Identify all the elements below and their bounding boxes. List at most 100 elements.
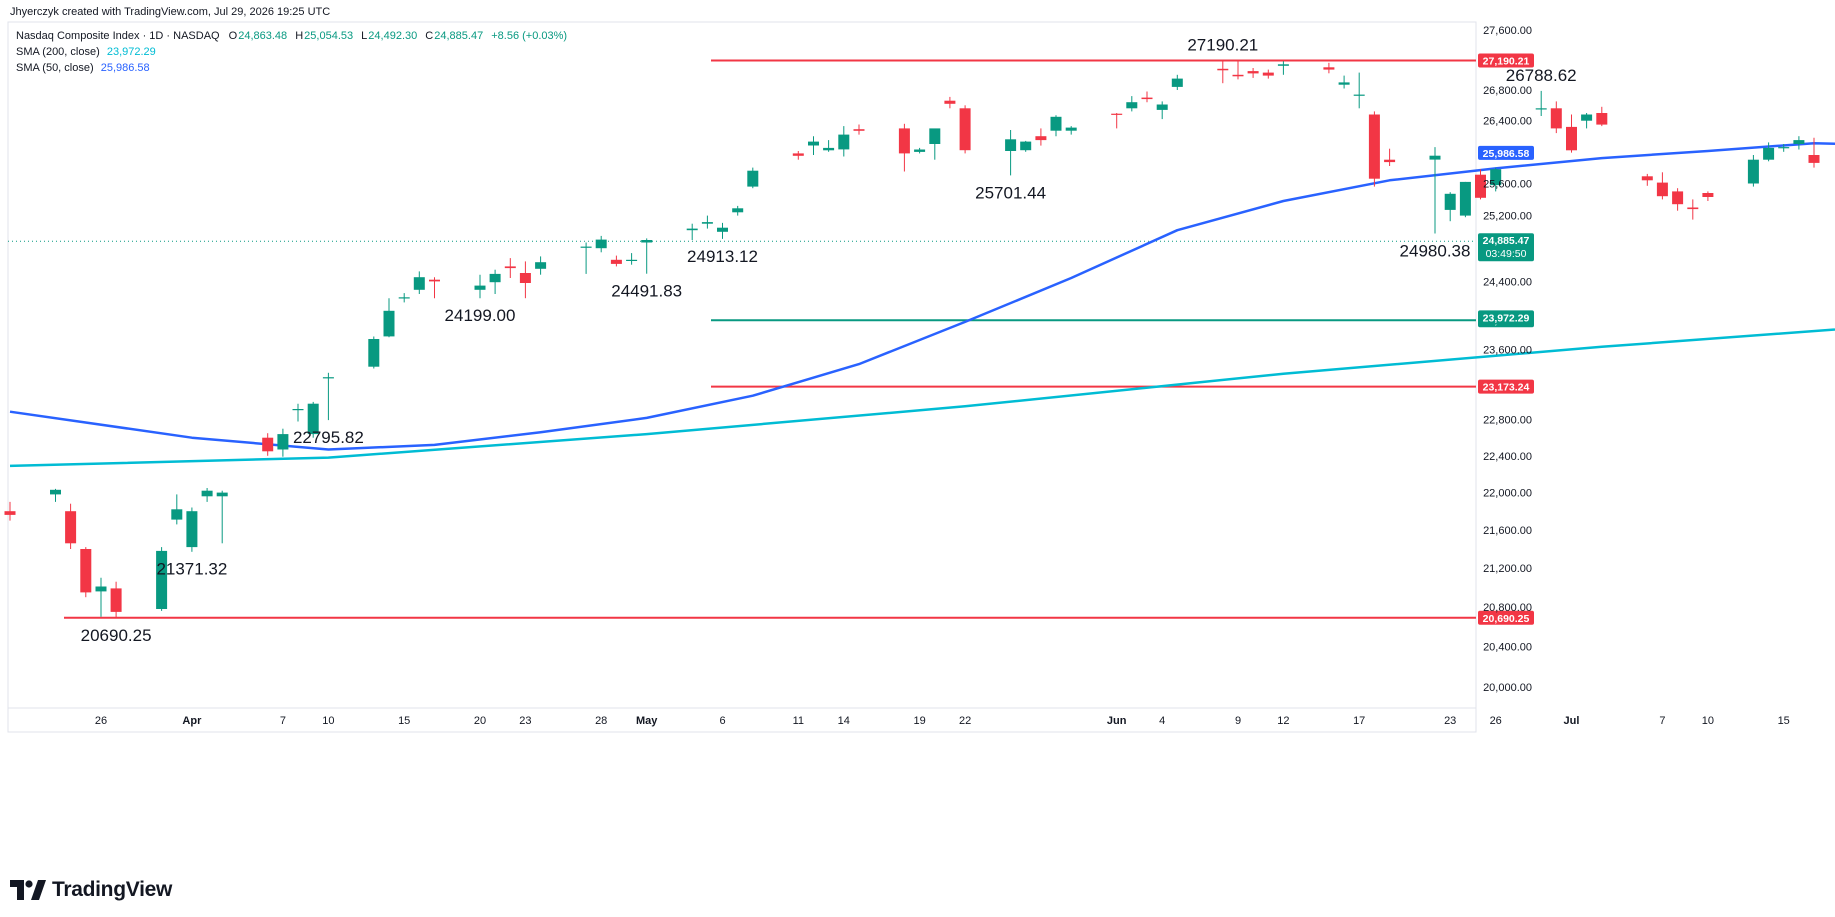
candle[interactable]	[1550, 101, 1562, 134]
candle[interactable]	[1656, 172, 1668, 200]
candle[interactable]	[747, 167, 759, 189]
candle[interactable]	[595, 235, 607, 253]
tradingview-logo[interactable]: TradingView	[10, 876, 172, 904]
candle[interactable]	[1171, 74, 1183, 90]
candle[interactable]	[641, 238, 653, 274]
candle[interactable]	[50, 488, 61, 502]
candle[interactable]	[1793, 136, 1805, 150]
candle[interactable]	[1126, 96, 1138, 112]
candle[interactable]	[1429, 147, 1441, 234]
candle[interactable]	[307, 401, 319, 438]
candle[interactable]	[322, 372, 334, 421]
candle[interactable]	[626, 253, 638, 265]
candle[interactable]	[489, 269, 501, 294]
candle[interactable]	[792, 151, 804, 160]
candle[interactable]	[186, 507, 198, 552]
candle[interactable]	[1005, 130, 1017, 176]
candle-body	[701, 222, 713, 224]
candle[interactable]	[1687, 199, 1699, 220]
candle[interactable]	[1641, 173, 1653, 186]
candle[interactable]	[474, 274, 486, 299]
candle[interactable]	[1596, 106, 1608, 127]
candle[interactable]	[292, 403, 304, 422]
candle[interactable]	[944, 96, 956, 109]
price-annotation: 21371.32	[156, 560, 227, 579]
candle[interactable]	[1778, 144, 1790, 152]
candle[interactable]	[823, 140, 835, 152]
candle-body	[1763, 147, 1775, 160]
candle[interactable]	[1262, 69, 1274, 79]
candle[interactable]	[1384, 148, 1396, 166]
symbol-label[interactable]: Nasdaq Composite Index · 1D · NASDAQ	[16, 30, 220, 42]
candle[interactable]	[580, 242, 592, 274]
candle[interactable]	[1368, 111, 1380, 187]
candle[interactable]	[1247, 68, 1259, 78]
candle[interactable]	[929, 128, 941, 160]
candle[interactable]	[4, 501, 16, 521]
candle[interactable]	[1111, 113, 1123, 129]
candle[interactable]	[156, 547, 168, 611]
candle[interactable]	[1323, 62, 1335, 74]
candle[interactable]	[1566, 114, 1577, 153]
candle[interactable]	[1338, 75, 1350, 89]
candle[interactable]	[1459, 181, 1471, 218]
sma200-line[interactable]	[9, 318, 1835, 468]
candle[interactable]	[1035, 128, 1047, 146]
candle[interactable]	[1581, 113, 1593, 129]
candle[interactable]	[368, 336, 380, 369]
candle[interactable]	[1475, 169, 1486, 200]
candle[interactable]	[1702, 191, 1714, 201]
legend-sma200-row[interactable]: SMA (200, close) 23,972.29	[16, 46, 156, 58]
candle[interactable]	[1141, 91, 1153, 103]
candle[interactable]	[80, 547, 92, 598]
moving-averages	[9, 141, 1835, 468]
candle[interactable]	[732, 205, 744, 216]
candle[interactable]	[1672, 188, 1684, 211]
candle[interactable]	[717, 222, 728, 239]
candle[interactable]	[914, 147, 926, 154]
candle[interactable]	[701, 215, 713, 229]
candle[interactable]	[413, 271, 425, 294]
candle[interactable]	[1353, 72, 1365, 109]
candle[interactable]	[1020, 140, 1032, 152]
x-tick-label: 20	[474, 715, 486, 727]
candle[interactable]	[535, 256, 547, 275]
candle[interactable]	[686, 223, 698, 240]
candle[interactable]	[429, 277, 440, 299]
candle[interactable]	[65, 503, 77, 549]
candle[interactable]	[1763, 142, 1775, 162]
candle[interactable]	[110, 581, 122, 618]
candle[interactable]	[1217, 61, 1229, 84]
candle[interactable]	[808, 136, 819, 155]
candle[interactable]	[898, 123, 910, 172]
candle[interactable]	[277, 428, 289, 457]
candle[interactable]	[1808, 137, 1820, 168]
sma50-line[interactable]	[9, 141, 1835, 451]
candle[interactable]	[504, 258, 516, 278]
legend-sma50-row[interactable]: SMA (50, close) 25,986.58	[16, 62, 150, 74]
candle[interactable]	[1277, 61, 1289, 75]
candle[interactable]	[519, 261, 531, 299]
candle-body	[1747, 159, 1759, 184]
candle[interactable]	[1490, 167, 1502, 192]
candle[interactable]	[1065, 126, 1077, 135]
candle[interactable]	[383, 298, 395, 338]
candle[interactable]	[959, 105, 971, 154]
candle[interactable]	[171, 494, 183, 525]
candle[interactable]	[1747, 155, 1759, 187]
candle[interactable]	[1156, 101, 1168, 120]
candle[interactable]	[216, 490, 228, 544]
candle[interactable]	[262, 433, 274, 456]
candle[interactable]	[1050, 115, 1062, 137]
candle[interactable]	[1232, 60, 1244, 80]
candle[interactable]	[398, 293, 410, 303]
candle[interactable]	[838, 126, 850, 157]
candle[interactable]	[95, 577, 107, 617]
candle[interactable]	[1535, 90, 1547, 116]
candle[interactable]	[201, 488, 213, 502]
candle-body	[1050, 116, 1062, 131]
candle[interactable]	[853, 124, 865, 135]
candle[interactable]	[610, 255, 622, 267]
candle[interactable]	[1444, 192, 1456, 222]
